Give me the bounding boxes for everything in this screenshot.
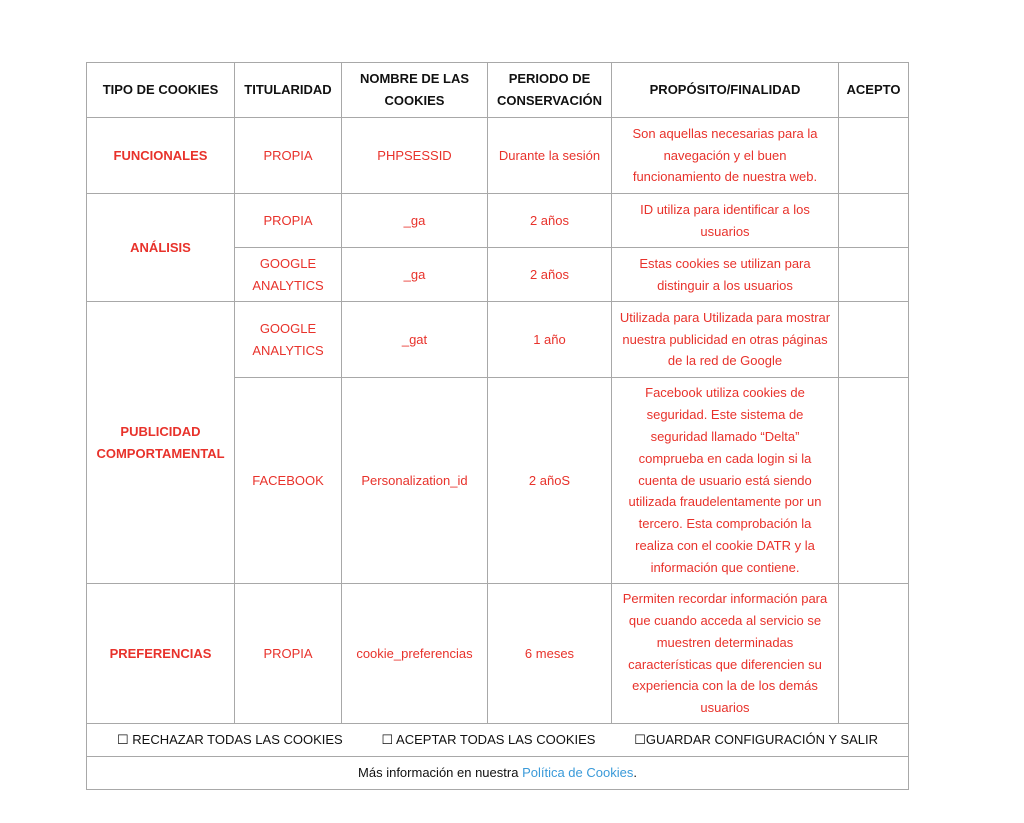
cookie-type: PUBLICIDAD COMPORTAMENTAL [86,301,235,584]
cookie-period: 2 años [487,193,612,248]
cookie-type: FUNCIONALES [86,117,235,194]
header-owner: TITULARIDAD [234,62,342,118]
cookie-purpose: Utilizada para Utilizada para mostrar nu… [611,301,839,378]
cookie-purpose: Permiten recordar información para que c… [611,583,839,724]
accept-cell[interactable] [838,247,909,302]
cookie-period: 1 año [487,301,612,378]
header-row: TIPO DE COOKIES TITULARIDAD NOMBRE DE LA… [86,62,909,118]
cookie-name: cookie_preferencias [341,583,488,724]
header-accept: ACEPTO [838,62,909,118]
cookie-purpose: Facebook utiliza cookies de seguridad. E… [611,377,839,584]
cookie-type: ANÁLISIS [86,193,235,302]
header-type: TIPO DE COOKIES [86,62,235,118]
accept-cell[interactable] [838,117,909,194]
cookie-table: TIPO DE COOKIES TITULARIDAD NOMBRE DE LA… [86,62,909,790]
table-row: PREFERENCIAS PROPIA cookie_preferencias … [86,583,909,724]
actions-row: ☐ RECHAZAR TODAS LAS COOKIES ☐ ACEPTAR T… [86,723,909,757]
more-info-suffix: . [633,765,637,781]
accept-cell[interactable] [838,377,909,584]
accept-cell[interactable] [838,193,909,248]
cookie-name: PHPSESSID [341,117,488,194]
table-row: ANÁLISIS PROPIA _ga 2 años ID utiliza pa… [86,193,909,302]
cookie-policy-link[interactable]: Política de Cookies [522,765,634,781]
table-row: GOOGLE ANALYTICS _ga 2 años Estas cookie… [87,247,909,302]
table-row: PUBLICIDAD COMPORTAMENTAL GOOGLE ANALYTI… [86,301,909,584]
cookie-owner: GOOGLE ANALYTICS [234,247,342,302]
cookie-type: PREFERENCIAS [86,583,235,724]
save-and-exit-checkbox[interactable]: ☐GUARDAR CONFIGURACIÓN Y SALIR [634,732,878,748]
cookie-name: _gat [341,301,488,378]
cookie-owner: PROPIA [234,117,342,194]
more-info-row: Más información en nuestra Política de C… [86,756,909,790]
accept-all-checkbox[interactable]: ☐ ACEPTAR TODAS LAS COOKIES [381,732,596,748]
cookie-owner: GOOGLE ANALYTICS [234,301,342,378]
cookie-purpose: Son aquellas necesarias para la navegaci… [611,117,839,194]
table-row: FACEBOOK Personalization_id 2 añoS Faceb… [87,377,909,584]
reject-all-checkbox[interactable]: ☐ RECHAZAR TODAS LAS COOKIES [117,732,343,748]
cookie-period: Durante la sesión [487,117,612,194]
header-purpose: PROPÓSITO/FINALIDAD [611,62,839,118]
accept-cell[interactable] [838,583,909,724]
cookie-owner: FACEBOOK [234,377,342,584]
cookie-period: 2 años [487,247,612,302]
cookie-name: _ga [341,247,488,302]
cookie-name: _ga [341,193,488,248]
accept-cell[interactable] [838,301,909,378]
header-period: PERIODO DE CONSERVACIÓN [487,62,612,118]
table-row: FUNCIONALES PROPIA PHPSESSID Durante la … [86,117,909,194]
cookie-name: Personalization_id [341,377,488,584]
cookie-period: 2 añoS [487,377,612,584]
cookie-purpose: ID utiliza para identificar a los usuari… [611,193,839,248]
cookie-owner: PROPIA [234,583,342,724]
cookie-period: 6 meses [487,583,612,724]
header-name: NOMBRE DE LAS COOKIES [341,62,488,118]
more-info-text: Más información en nuestra [358,765,523,781]
cookie-purpose: Estas cookies se utilizan para distingui… [611,247,839,302]
cookie-owner: PROPIA [234,193,342,248]
